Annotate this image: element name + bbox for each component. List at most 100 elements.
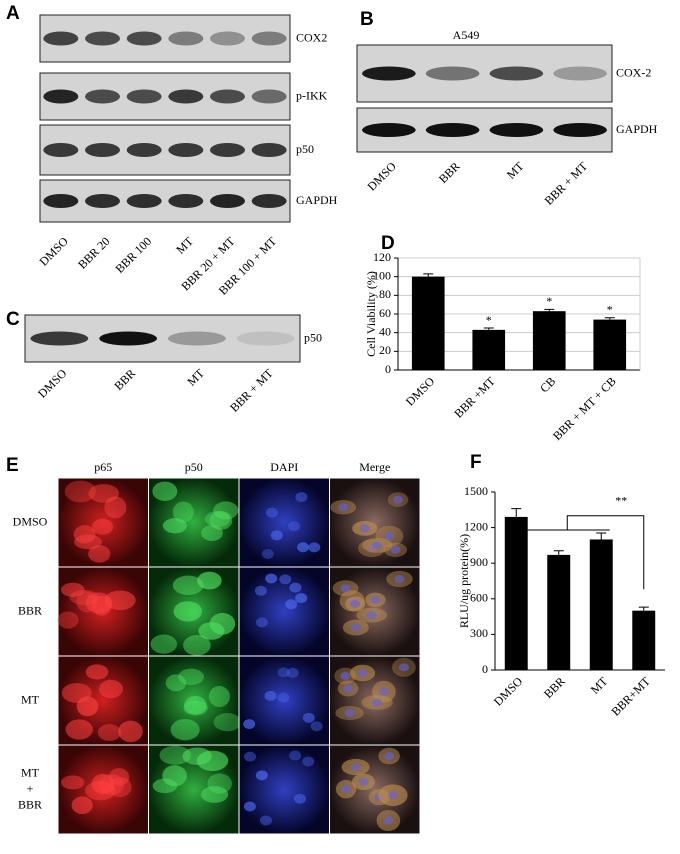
cell-line: A549 (453, 28, 480, 42)
nucleus (378, 687, 389, 696)
band (43, 194, 79, 208)
cell (91, 518, 114, 535)
error-bar (638, 606, 649, 611)
cell (243, 751, 256, 762)
cell (170, 718, 200, 741)
band (99, 331, 157, 346)
y-tick-label: 0 (385, 362, 391, 376)
column-label: DAPI (270, 460, 298, 474)
bar (547, 554, 571, 670)
cell (293, 793, 306, 804)
nucleus (394, 574, 405, 583)
y-axis-label: RLU/ug protein(%) (457, 534, 471, 628)
band (236, 331, 295, 346)
blot-label: GAPDH (296, 193, 338, 207)
cell (201, 786, 229, 803)
cell (118, 720, 143, 743)
column-label: Merge (359, 460, 390, 474)
nucleus (372, 541, 383, 550)
nucleus (340, 671, 351, 680)
lane-label: BBR + MT (227, 366, 276, 415)
row-label: BBR (18, 603, 42, 617)
cell (150, 634, 178, 654)
x-tick-label: BBR+MT (608, 674, 653, 719)
cell (74, 534, 102, 550)
cell (57, 611, 79, 629)
band (553, 66, 607, 81)
cell (243, 719, 256, 730)
cell (310, 721, 323, 732)
y-tick-label: 1500 (464, 484, 488, 498)
cell (259, 815, 272, 826)
panel-label: C (6, 309, 20, 330)
cell (285, 599, 298, 610)
panel-label: B (360, 9, 374, 30)
cell (184, 695, 207, 715)
cell (65, 719, 93, 740)
band (43, 31, 79, 46)
cell (64, 480, 97, 503)
nucleus (338, 503, 349, 512)
nucleus (390, 545, 401, 554)
cell (295, 492, 308, 503)
cell (88, 484, 119, 503)
bar (632, 610, 656, 670)
row-label: MT (21, 765, 40, 779)
band (85, 194, 120, 208)
nucleus (358, 777, 369, 786)
micrograph (238, 477, 330, 568)
x-tick-label: BBR (541, 674, 568, 701)
panel-label: D (381, 233, 395, 254)
band (210, 31, 245, 46)
lane-label: BBR + MT (542, 159, 591, 208)
micrograph (238, 566, 330, 657)
y-tick-label: 300 (470, 626, 488, 640)
cell (152, 778, 178, 794)
cell (196, 750, 229, 771)
significance-marker: * (607, 302, 613, 316)
band (251, 143, 287, 157)
lane-label: BBR 100 (113, 234, 155, 276)
y-tick-label: 0 (482, 662, 488, 676)
row-label: + (27, 781, 34, 795)
x-tick-label: MT (588, 674, 611, 697)
band (425, 123, 480, 137)
cell (85, 592, 113, 614)
cell (104, 496, 127, 519)
cell (162, 518, 187, 534)
lane-label: BBR (111, 366, 138, 393)
lane-label: BBR 20 (75, 234, 112, 271)
panel-label: A (6, 3, 20, 24)
cell (85, 664, 109, 680)
bar (532, 311, 566, 370)
row-label: BBR (18, 797, 42, 811)
cell (108, 776, 132, 798)
cell (173, 601, 203, 622)
micrograph (329, 477, 421, 568)
cell (104, 590, 136, 611)
cell (308, 542, 321, 553)
cell (172, 501, 194, 523)
error-bar (604, 317, 615, 320)
blot-label: p50 (296, 142, 314, 156)
band (251, 31, 287, 46)
cell (165, 674, 187, 692)
panel-label: F (470, 452, 482, 473)
band (43, 89, 79, 104)
band (85, 89, 120, 104)
column-label: p50 (185, 460, 203, 474)
y-tick-label: 100 (373, 268, 391, 282)
cell (209, 511, 233, 530)
band (362, 123, 416, 137)
cell (159, 745, 192, 765)
band (251, 194, 287, 208)
band (126, 194, 162, 208)
band (425, 66, 480, 81)
significance-bracket (524, 515, 645, 590)
cell (98, 679, 123, 699)
cell (204, 511, 231, 528)
cell (243, 801, 256, 812)
bar (589, 539, 613, 670)
error-bar (423, 273, 434, 277)
band (126, 31, 162, 46)
